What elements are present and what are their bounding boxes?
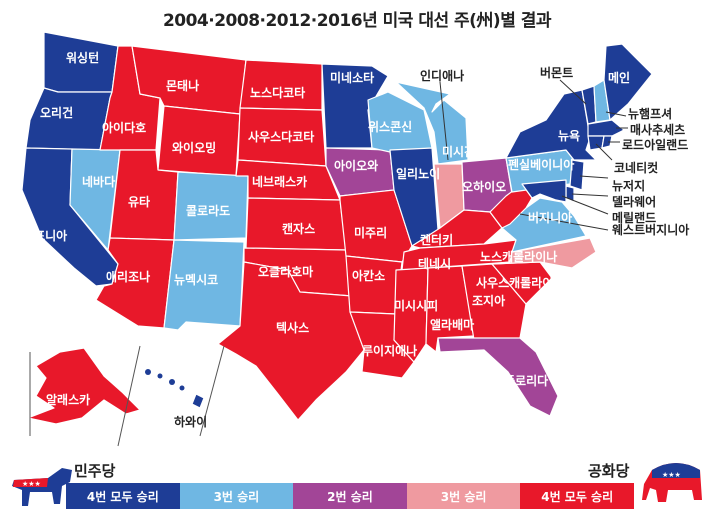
elephant-icon: ★★★ <box>642 463 702 502</box>
label-sc: 사우스캐롤라이나 <box>476 275 564 290</box>
label-va: 버지니아 <box>528 210 572 225</box>
label-al: 앨라배마 <box>430 317 474 332</box>
label-la: 루이지애나 <box>362 343 417 358</box>
leader-lines <box>439 79 628 231</box>
svg-text:★★★: ★★★ <box>662 471 681 479</box>
label-mt: 몬태나 <box>166 78 199 93</box>
state-nj[interactable] <box>569 159 585 191</box>
state-nd[interactable] <box>239 59 323 111</box>
state-ri[interactable] <box>601 135 613 149</box>
label-nm: 뉴멕시코 <box>174 272 218 287</box>
legend-dem-3-wins: 3번 승리 <box>179 483 294 509</box>
label-wa: 워싱턴 <box>66 50 99 65</box>
label-co: 콜로라도 <box>186 203 230 218</box>
state-fl[interactable] <box>437 337 559 417</box>
state-ma[interactable] <box>587 119 625 137</box>
label-fl: 플로리다 <box>504 373 548 388</box>
label-nj: 뉴저지 <box>612 178 645 193</box>
map-title: 2004·2008·2012·2016년 미국 대선 주(州)별 결과 <box>162 11 552 31</box>
label-wy: 와이오밍 <box>172 140 216 155</box>
label-mo: 미주리 <box>354 225 387 240</box>
label-ia: 아이오와 <box>334 158 378 173</box>
label-oh: 오하이오 <box>462 179 506 194</box>
dem-party-label: 민주당 <box>74 462 116 480</box>
label-ca: 캘리포니아 <box>12 228 67 243</box>
label-nv: 네바다 <box>82 174 115 189</box>
label-ma: 매사추세츠 <box>630 122 685 137</box>
label-il: 일리노이 <box>396 166 440 181</box>
legend-dem-4-wins: 4번 모두 승리 <box>66 483 180 509</box>
label-pa: 펜실베이니아 <box>508 157 574 172</box>
label-ok: 오클라호마 <box>258 264 313 279</box>
hawaii-inset-line <box>199 345 225 437</box>
svg-text:★★★: ★★★ <box>22 480 41 488</box>
label-ne: 네브래스카 <box>252 174 307 189</box>
hawaii-islands <box>145 369 185 391</box>
state-md[interactable] <box>521 179 567 203</box>
label-ct: 코네티컷 <box>614 160 658 175</box>
label-sd: 사우스다코타 <box>248 129 314 144</box>
label-mi: 미시간 <box>442 144 475 159</box>
label-nd: 노스다코타 <box>250 85 305 100</box>
state-ms[interactable] <box>393 267 429 363</box>
label-wv: 웨스트버지니아 <box>612 222 689 237</box>
label-ny: 뉴욕 <box>558 128 580 143</box>
label-me: 메인 <box>608 70 630 85</box>
label-hi: 하와이 <box>174 414 207 429</box>
state-nc[interactable] <box>491 237 597 269</box>
label-vt: 버몬트 <box>540 65 573 80</box>
legend-rep-3-wins: 3번 승리 <box>406 483 521 509</box>
label-de: 델라웨어 <box>612 194 656 209</box>
label-ks: 캔자스 <box>282 221 315 236</box>
label-ri: 로드아일랜드 <box>622 137 688 152</box>
label-ga: 조지아 <box>472 293 505 308</box>
label-or: 오리건 <box>40 105 73 120</box>
label-nh: 뉴햄프셔 <box>628 106 672 121</box>
state-nm[interactable] <box>163 239 245 331</box>
state-hi[interactable] <box>191 393 205 409</box>
rep-party-label: 공화당 <box>588 462 630 480</box>
state-ak[interactable] <box>27 347 141 425</box>
label-in: 인디애나 <box>420 68 464 83</box>
label-id: 아이다호 <box>102 120 146 135</box>
label-ak: 알래스카 <box>46 392 90 407</box>
label-az: 애리조나 <box>106 269 150 284</box>
label-wi: 위스콘신 <box>368 119 412 134</box>
state-ga[interactable] <box>461 263 527 341</box>
state-tx[interactable] <box>217 261 365 421</box>
label-tx: 텍사스 <box>276 320 309 335</box>
inset-divider <box>117 345 141 447</box>
label-tn: 테네시 <box>418 256 451 271</box>
label-mn: 미네소타 <box>330 70 374 85</box>
label-nc: 노스캐롤라이나 <box>480 249 557 264</box>
state-mi[interactable] <box>395 81 469 165</box>
label-ut: 유타 <box>128 194 150 209</box>
label-md: 메릴랜드 <box>612 210 656 225</box>
label-ar: 아칸소 <box>352 268 385 283</box>
legend-bar: 4번 모두 승리 3번 승리 2번 승리 3번 승리 4번 모두 승리 <box>66 483 634 509</box>
legend-rep-4-wins: 4번 모두 승리 <box>520 483 634 509</box>
label-ms: 미시시피 <box>394 298 438 313</box>
label-ky: 켄터키 <box>420 232 453 247</box>
legend-rep-2-wins: 2번 승리 <box>293 483 407 509</box>
donkey-icon: ★★★ <box>12 468 72 506</box>
